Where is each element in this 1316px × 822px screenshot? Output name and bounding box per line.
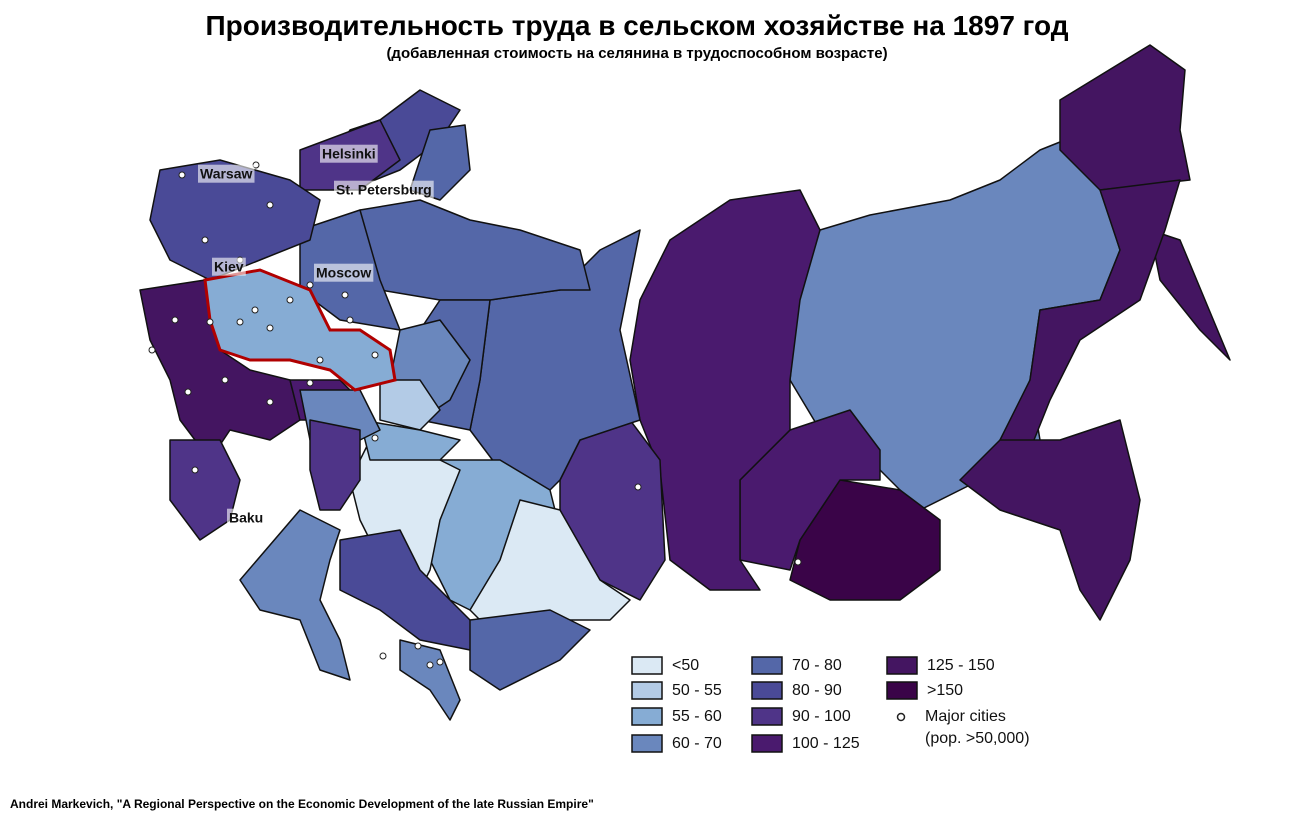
legend-label: 100 - 125	[792, 735, 860, 752]
legend-swatch	[631, 734, 663, 753]
region	[239, 509, 351, 681]
legend-label: >150	[927, 682, 963, 699]
black-earth-outline	[203, 268, 397, 392]
legend-swatch	[751, 734, 783, 753]
city-dot	[201, 236, 209, 244]
legend-label: 55 - 60	[672, 708, 722, 725]
region	[309, 419, 361, 511]
city-label-bg	[198, 164, 255, 183]
city-dot	[379, 652, 387, 660]
region	[469, 229, 641, 491]
legend-label: 90 - 100	[792, 708, 851, 725]
title: Производительность труда в сельском хозя…	[206, 10, 1069, 41]
city-dot	[371, 434, 379, 442]
legend-label: 80 - 90	[792, 682, 842, 699]
city-dot	[236, 318, 244, 326]
legend-label: <50	[672, 657, 699, 674]
city-dot	[436, 658, 444, 666]
region	[629, 189, 821, 591]
legend-label: 125 - 150	[927, 657, 995, 674]
city-dot	[426, 661, 434, 669]
source-note: Andrei Markevich, "A Regional Perspectiv…	[10, 797, 594, 811]
region	[469, 499, 631, 631]
city-dot	[206, 318, 214, 326]
region	[399, 639, 461, 721]
region	[349, 199, 591, 301]
legend-cities-label: Major cities	[925, 708, 1006, 725]
legend-swatch	[886, 681, 918, 700]
region	[379, 379, 441, 431]
legend-label: 60 - 70	[672, 735, 722, 752]
city-dot	[286, 296, 294, 304]
legend-swatch	[631, 656, 663, 675]
city-label: Baku	[229, 510, 263, 526]
legend-swatch	[631, 707, 663, 726]
city-dot	[316, 356, 324, 364]
city-dot	[171, 316, 179, 324]
city-label: Helsinki	[322, 146, 376, 162]
subtitle: (добавленная стоимость на селянина в тру…	[386, 45, 887, 62]
city-labels: Helsinki Warsaw St. Petersburg Kiev Moscow Ba…	[198, 144, 434, 527]
city-label-bg	[320, 144, 378, 163]
legend-swatch	[631, 681, 663, 700]
region	[1149, 229, 1231, 361]
legend-cities-label: (pop. >50,000)	[925, 730, 1030, 747]
region	[469, 609, 591, 691]
city-dot	[341, 291, 349, 299]
city-label: St. Petersburg	[336, 182, 432, 198]
region	[149, 159, 321, 281]
city-dot	[266, 398, 274, 406]
city-label-bg	[212, 257, 246, 276]
city-dot	[266, 324, 274, 332]
city-dot	[221, 376, 229, 384]
city-dot	[191, 466, 199, 474]
legend-swatch	[886, 656, 918, 675]
city-dot	[346, 316, 354, 324]
legend-swatch	[751, 656, 783, 675]
legend-swatch	[751, 707, 783, 726]
map-regions	[139, 44, 1231, 721]
city-dot	[184, 388, 192, 396]
region	[359, 419, 461, 461]
city-label-bg	[314, 263, 374, 282]
legend-label: 70 - 80	[792, 657, 842, 674]
region	[789, 479, 941, 601]
city-dot	[371, 351, 379, 359]
city-dot	[251, 306, 259, 314]
city-dot	[794, 558, 802, 566]
city-label-bg	[227, 508, 266, 527]
city-dot	[178, 171, 186, 179]
city-dot	[306, 281, 314, 289]
city-label: Warsaw	[200, 166, 253, 182]
city-label-bg	[334, 180, 434, 199]
city-dot	[266, 201, 274, 209]
city-dot	[414, 642, 422, 650]
city-dot	[306, 379, 314, 387]
city-dots	[148, 161, 802, 669]
city-dot	[634, 483, 642, 491]
region	[1059, 44, 1191, 191]
region	[959, 419, 1141, 621]
city-label: Kiev	[214, 259, 244, 275]
legend: <50 50 - 55 55 - 60 60 - 70 70 - 80 80 - 90 90…	[631, 656, 1030, 753]
legend-swatch	[751, 681, 783, 700]
legend-label: 50 - 55	[672, 682, 722, 699]
legend-city-dot	[896, 712, 906, 722]
city-dot	[148, 346, 156, 354]
city-label: Moscow	[316, 265, 371, 281]
